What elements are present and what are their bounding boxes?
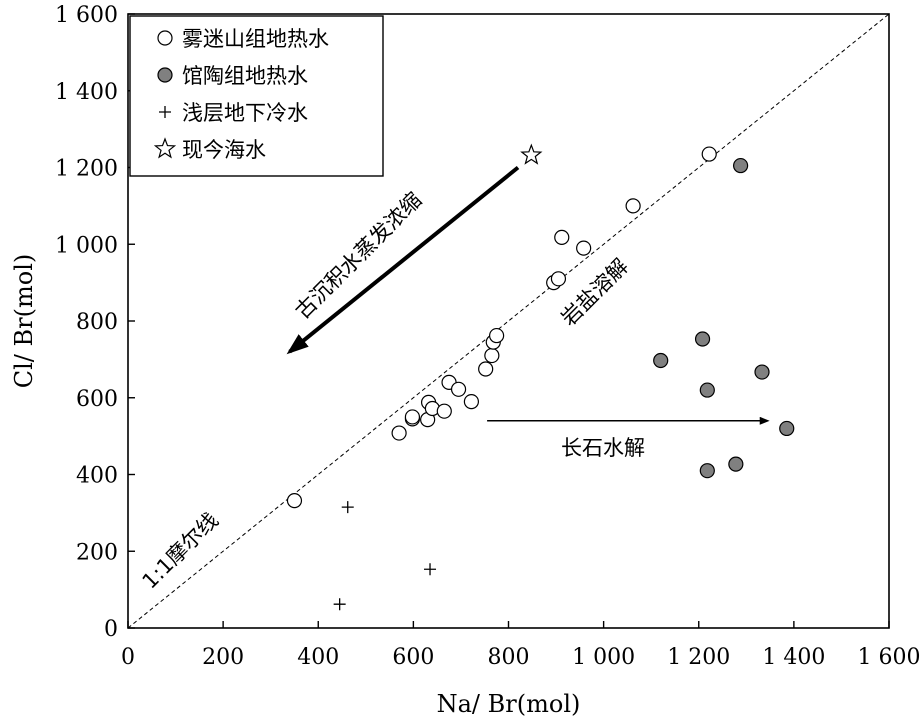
data-point-series-0 <box>463 393 480 410</box>
legend-box <box>129 15 384 177</box>
data-point-series-0 <box>550 271 567 287</box>
data-point-series-1 <box>728 456 744 472</box>
x-tick-label: 200 <box>202 645 244 670</box>
x-axis-title: Na/ Br(mol) <box>437 690 581 718</box>
data-point-series-0 <box>489 327 505 344</box>
x-tick-label: 400 <box>297 645 339 670</box>
data-point-series-0 <box>404 409 421 425</box>
x-tick-label: 600 <box>392 645 434 670</box>
data-point-series-0 <box>484 347 500 364</box>
data-point-series-0 <box>576 240 592 256</box>
data-point-series-0 <box>286 492 303 509</box>
x-tick-label: 1 400 <box>762 645 825 670</box>
y-tick-label: 400 <box>76 464 118 489</box>
x-tick-label: 800 <box>488 645 530 670</box>
reference-line-label: 1:1摩尔线 <box>138 508 223 593</box>
y-tick-label: 1 600 <box>55 3 118 28</box>
data-point-series-1 <box>694 331 711 347</box>
y-tick-label: 1 400 <box>55 80 118 105</box>
data-point-series-1 <box>779 420 795 437</box>
data-point-series-0 <box>554 229 570 245</box>
y-tick-label: 1 200 <box>55 157 118 182</box>
legend-marker-2 <box>159 106 171 118</box>
data-point-series-2 <box>341 501 354 514</box>
data-point-series-0 <box>478 361 494 377</box>
data-point-series-0 <box>436 403 452 419</box>
evaporation-arrow <box>286 165 520 355</box>
y-tick-label: 600 <box>76 387 118 412</box>
data-point-series-2 <box>333 598 346 611</box>
data-point-series-1 <box>699 463 715 479</box>
data-point-series-0 <box>625 198 641 214</box>
plot-area: 0 200 400 600 800 1 000 1 200 1 400 1 600 0 200 400… <box>10 3 920 718</box>
legend-label-1: 馆陶组地热水 <box>182 64 308 88</box>
data-point-series-2 <box>424 563 437 576</box>
data-point-series-1 <box>754 364 770 380</box>
data-point-series-0 <box>701 146 717 162</box>
legend-marker-0 <box>157 30 173 46</box>
x-tick-label: 1 600 <box>858 645 921 670</box>
data-point-series-0 <box>450 381 467 397</box>
data-point-series-1 <box>733 157 749 174</box>
reference-line-1to1 <box>127 13 890 629</box>
y-tick-label: 1 000 <box>55 233 118 258</box>
legend-marker-1 <box>157 67 173 83</box>
legend-label-3: 现今海水 <box>182 138 266 162</box>
halite-dissolution-label: 岩盐溶解 <box>557 254 633 330</box>
y-tick-label: 200 <box>76 540 118 565</box>
data-point-series-1 <box>699 382 715 398</box>
y-tick-label: 0 <box>104 617 118 642</box>
legend-marker-3 <box>153 137 177 159</box>
feldspar-hydrolysis-label: 长石水解 <box>561 436 645 460</box>
y-axis-title: Cl/ Br(mol) <box>10 254 38 388</box>
legend-label-2: 浅层地下冷水 <box>182 101 308 125</box>
x-tick-label: 1 200 <box>667 645 730 670</box>
x-tick-label: 0 <box>121 645 135 670</box>
data-point-series-0 <box>391 425 407 441</box>
x-tick-label: 1 000 <box>572 645 635 670</box>
data-point-series-3 <box>520 143 543 165</box>
data-point-series-1 <box>653 352 669 369</box>
legend-label-0: 雾迷山组地热水 <box>182 27 329 51</box>
y-tick-label: 800 <box>76 310 118 335</box>
